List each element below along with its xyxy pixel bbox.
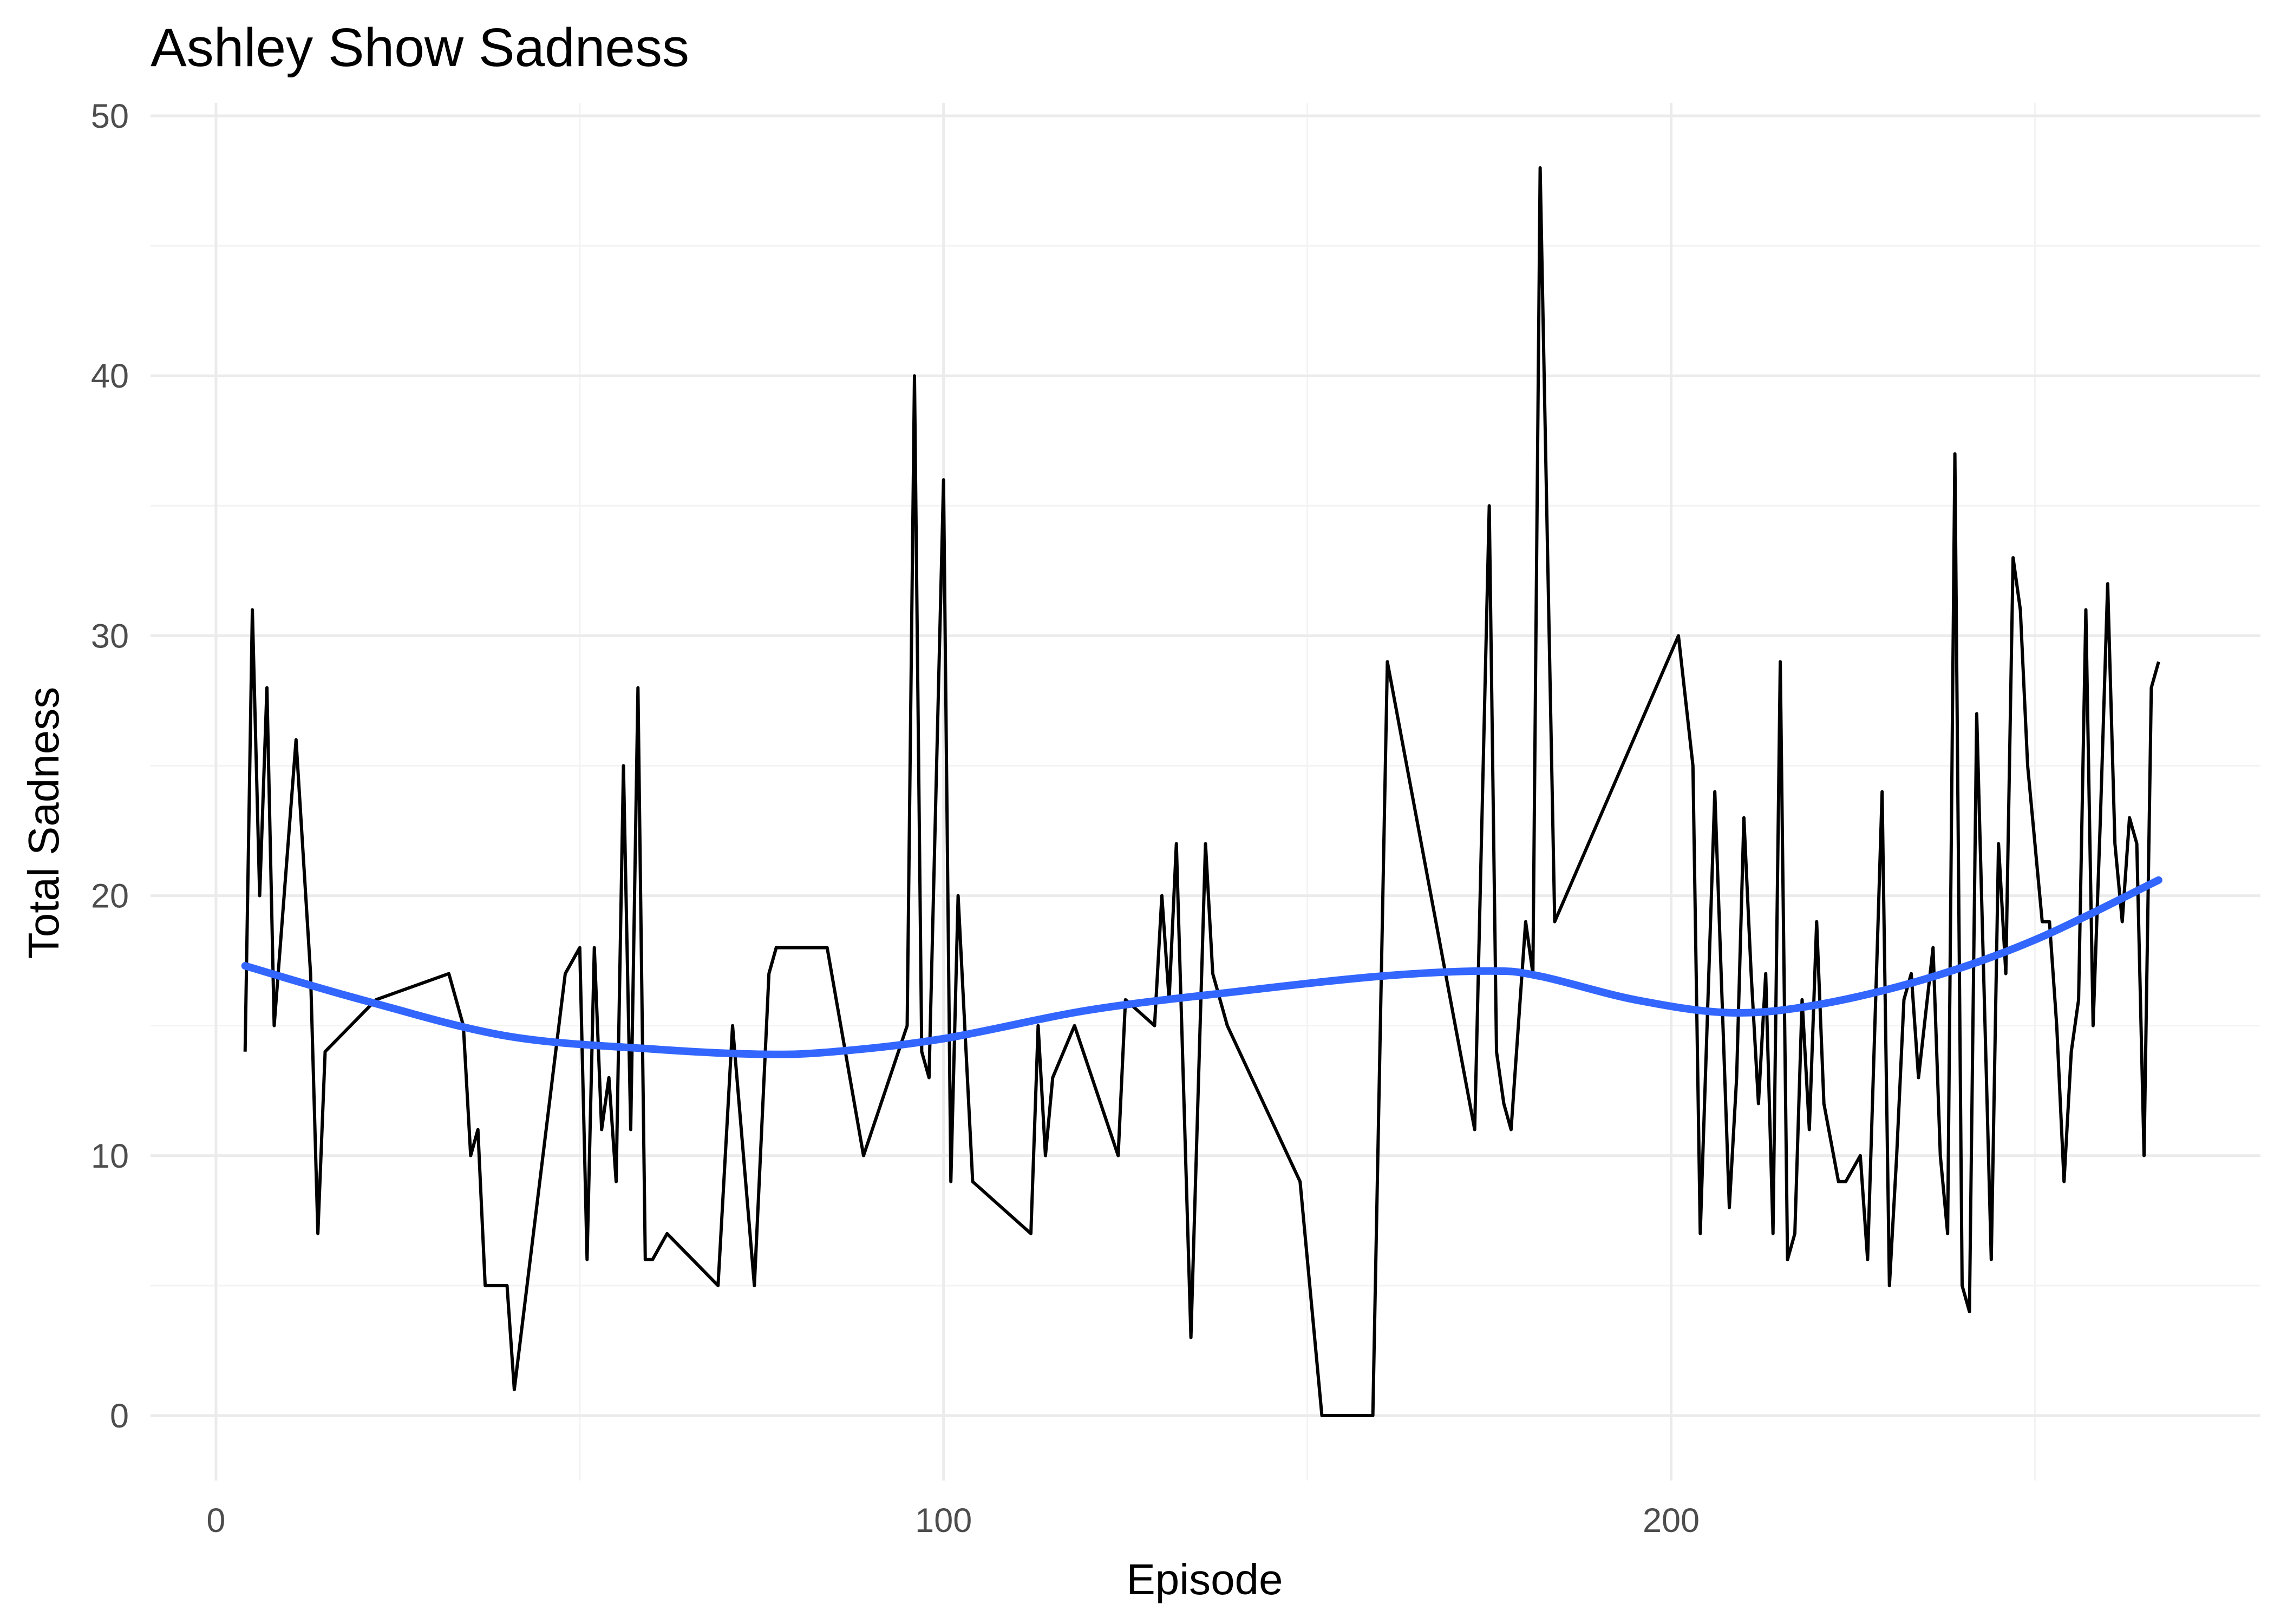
x-axis-ticks: 0 100 200: [206, 1502, 1700, 1540]
y-tick-label: 10: [91, 1137, 129, 1175]
y-tick-label: 0: [110, 1397, 129, 1435]
chart-title: Ashley Show Sadness: [151, 17, 689, 78]
y-tick-label: 30: [91, 617, 129, 655]
y-tick-label: 40: [91, 357, 129, 395]
y-axis-title: Total Sadness: [19, 687, 68, 959]
y-tick-label: 50: [91, 97, 129, 135]
series-layer: [241, 166, 2162, 1417]
y-tick-label: 20: [91, 878, 129, 915]
y-axis-ticks: 0 10 20 30 40 50: [91, 97, 129, 1435]
minor-gridlines: [151, 103, 2260, 1481]
x-axis-title: Episode: [1126, 1555, 1283, 1603]
x-tick-label: 200: [1643, 1502, 1700, 1540]
sadness-series-line: [243, 166, 2160, 1417]
x-tick-label: 100: [915, 1502, 972, 1540]
major-gridlines: [151, 103, 2260, 1481]
smoothed-trend-line: [241, 876, 2162, 1058]
x-tick-label: 0: [206, 1502, 225, 1540]
